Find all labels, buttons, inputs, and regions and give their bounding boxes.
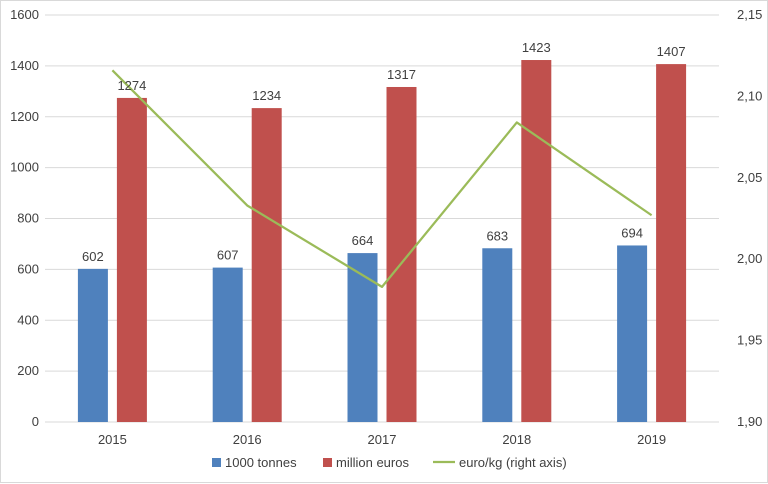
left-axis-tick-label: 1200 [10, 109, 39, 124]
bar [521, 60, 552, 422]
data-label: 602 [82, 249, 104, 264]
data-label: 683 [486, 228, 508, 243]
bar [77, 268, 108, 422]
bar [386, 86, 417, 422]
legend-label: euro/kg (right axis) [459, 455, 567, 470]
x-axis-tick-label: 2018 [502, 432, 531, 447]
bars [77, 60, 687, 423]
right-axis-tick-label: 1,95 [737, 333, 762, 348]
bar [347, 253, 378, 422]
left-axis-tick-label: 400 [17, 312, 39, 327]
bar [656, 64, 687, 423]
data-label: 1317 [387, 67, 416, 82]
x-axis-ticks: 2015 2016 2017 2018 2019 [98, 432, 666, 447]
legend-label: million euros [336, 455, 409, 470]
legend-label: 1000 tonnes [225, 455, 297, 470]
right-axis-tick-label: 2,10 [737, 88, 762, 103]
data-label: 1234 [252, 88, 281, 103]
left-axis-tick-label: 1400 [10, 58, 39, 73]
bar [482, 248, 513, 422]
right-axis-tick-label: 2,00 [737, 251, 762, 266]
left-axis-tick-label: 1600 [10, 7, 39, 22]
bar [617, 245, 648, 422]
legend: 1000 tonnes million euros euro/kg (right a… [212, 455, 567, 470]
legend-swatch [212, 458, 221, 467]
left-axis-tick-label: 800 [17, 211, 39, 226]
right-axis-tick-label: 2,05 [737, 170, 762, 185]
data-label: 1274 [117, 78, 146, 93]
left-axis-ticks: 0 200 400 600 800 1000 1200 1400 1600 [10, 7, 39, 429]
bar [116, 97, 147, 423]
x-axis-tick-label: 2017 [368, 432, 397, 447]
series-line [111, 69, 653, 289]
data-label: 664 [352, 233, 374, 248]
data-label: 1423 [522, 40, 551, 55]
left-axis-tick-label: 600 [17, 261, 39, 276]
x-axis-tick-label: 2015 [98, 432, 127, 447]
bar [212, 267, 243, 422]
data-labels: 602 1274 607 1234 664 1317 683 1423 694 1407 [82, 40, 686, 264]
bar [251, 108, 282, 422]
right-axis-tick-label: 2,15 [737, 7, 762, 22]
data-label: 1407 [657, 44, 686, 59]
x-axis-tick-label: 2019 [637, 432, 666, 447]
data-label: 694 [621, 225, 643, 240]
data-label: 607 [217, 248, 239, 263]
right-axis-tick-label: 1,90 [737, 414, 762, 429]
legend-swatch [323, 458, 332, 467]
line-series [111, 69, 653, 289]
left-axis-tick-label: 1000 [10, 160, 39, 175]
x-axis-tick-label: 2016 [233, 432, 262, 447]
left-axis-tick-label: 200 [17, 363, 39, 378]
right-axis-ticks: 1,90 1,95 2,00 2,05 2,10 2,15 [737, 7, 762, 429]
left-axis-tick-label: 0 [32, 414, 39, 429]
